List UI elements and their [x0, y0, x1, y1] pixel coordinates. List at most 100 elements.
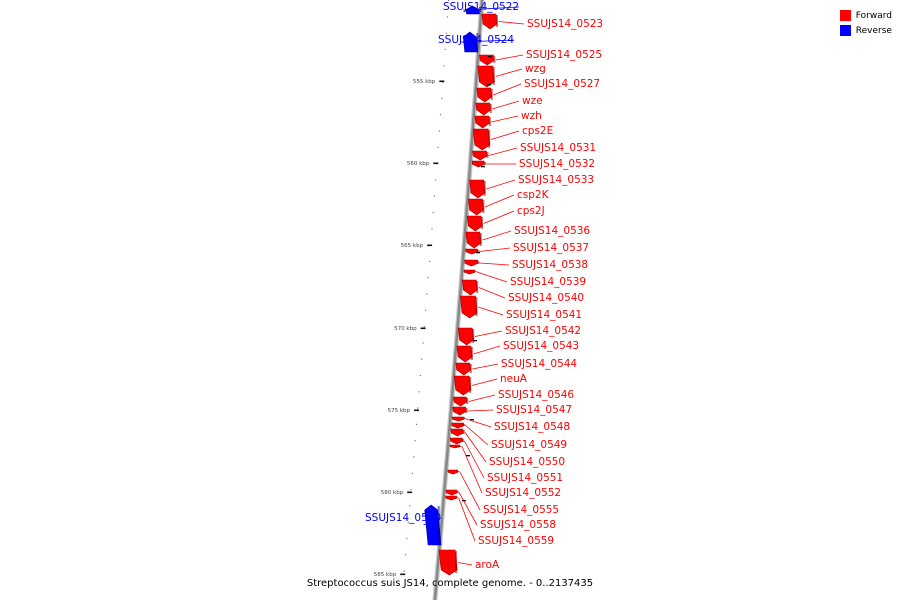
reverse-gene[interactable]: SSUJS14_0560 — [365, 504, 442, 546]
forward-gene[interactable]: SSUJS14_0543 — [456, 340, 579, 363]
gene-label[interactable]: SSUJS14_0558 — [480, 519, 556, 531]
gene-label[interactable]: SSUJS14_0544 — [501, 358, 577, 370]
forward-gene-glyph[interactable] — [445, 495, 458, 501]
forward-gene[interactable]: SSUJS14_0539 — [463, 269, 586, 288]
gene-label[interactable]: SSUJS14_0525 — [526, 49, 602, 61]
forward-gene[interactable]: wzg — [477, 63, 546, 88]
gene-label[interactable]: SSUJS14_0543 — [503, 340, 579, 352]
forward-gene-glyph[interactable] — [449, 444, 461, 449]
gene-label[interactable]: SSUJS14_0551 — [487, 472, 563, 484]
forward-gene[interactable]: SSUJS14_0555 — [447, 469, 559, 516]
forward-gene-glyph[interactable] — [453, 375, 472, 396]
forward-gene-glyph[interactable] — [466, 215, 483, 232]
gene-label[interactable]: SSUJS14_0548 — [494, 421, 570, 433]
gene-label[interactable]: SSUJS14_0549 — [491, 439, 567, 451]
reverse-gene[interactable]: SSUJS14_0524 — [438, 31, 514, 53]
forward-gene[interactable]: SSUJS14_0559 — [445, 495, 555, 547]
gene-label[interactable]: neuA — [500, 373, 528, 385]
forward-gene-glyph[interactable] — [481, 13, 498, 30]
forward-gene[interactable]: cps2J — [466, 205, 545, 232]
gene-label[interactable]: SSUJS14_0537 — [513, 242, 589, 254]
forward-gene[interactable]: cps2E — [472, 125, 553, 151]
forward-gene[interactable]: aroA — [438, 549, 500, 576]
gene-label[interactable]: SSUJS14_0532 — [519, 158, 595, 170]
gene-label[interactable]: SSUJS14_0536 — [514, 225, 590, 237]
forward-gene[interactable]: SSUJS14_0544 — [455, 358, 578, 376]
gene-label[interactable]: SSUJS14_0559 — [478, 535, 554, 547]
gene-label[interactable]: SSUJS14_0550 — [489, 456, 565, 468]
forward-gene-glyph[interactable] — [445, 489, 458, 496]
gene-label[interactable]: SSUJS14_0542 — [505, 325, 581, 337]
forward-gene[interactable]: SSUJS14_0546 — [452, 389, 574, 407]
forward-gene-glyph[interactable] — [452, 406, 467, 416]
forward-gene-glyph[interactable] — [456, 345, 473, 363]
forward-gene[interactable]: SSUJS14_0537 — [465, 242, 589, 255]
forward-gene[interactable]: SSUJS14_0523 — [481, 13, 603, 30]
gene-label[interactable]: SSUJS14_0538 — [512, 259, 588, 271]
gene-label[interactable]: wzg — [525, 63, 546, 75]
forward-gene-glyph[interactable] — [464, 259, 479, 267]
forward-gene-glyph[interactable] — [455, 362, 472, 376]
forward-gene[interactable]: SSUJS14_0549 — [451, 422, 568, 451]
forward-gene[interactable]: SSUJS14_0540 — [461, 279, 584, 304]
forward-gene-glyph[interactable] — [461, 279, 478, 296]
forward-gene[interactable]: SSUJS14_0541 — [460, 295, 582, 321]
forward-gene-glyph[interactable] — [447, 469, 459, 475]
forward-gene-glyph[interactable] — [451, 422, 465, 429]
gene-label[interactable]: aroA — [475, 559, 500, 571]
forward-gene-glyph[interactable] — [468, 198, 484, 216]
forward-gene-glyph[interactable] — [477, 65, 495, 88]
reverse-gene[interactable]: SSUJS14_0522 — [443, 1, 519, 15]
gene-label[interactable]: cps2J — [517, 205, 545, 217]
forward-gene[interactable]: SSUJS14_0547 — [452, 404, 573, 416]
forward-gene[interactable]: csp2K — [468, 189, 550, 216]
forward-gene[interactable]: SSUJS14_0548 — [451, 416, 570, 433]
forward-gene-glyph[interactable] — [479, 54, 495, 66]
gene-label[interactable]: SSUJS14_0524 — [438, 34, 514, 46]
gene-label[interactable]: SSUJS14_0523 — [527, 18, 603, 30]
forward-gene-glyph[interactable] — [476, 87, 493, 103]
forward-gene-glyph[interactable] — [452, 396, 468, 407]
gene-label[interactable]: csp2K — [517, 189, 550, 201]
forward-gene-glyph[interactable] — [469, 179, 486, 199]
forward-gene[interactable]: SSUJS14_0531 — [472, 142, 597, 161]
gene-label[interactable]: SSUJS14_0533 — [518, 174, 594, 186]
gene-label[interactable]: cps2E — [522, 125, 553, 137]
forward-gene[interactable]: wze — [475, 95, 543, 116]
forward-gene[interactable]: SSUJS14_0551 — [449, 437, 563, 484]
gene-label[interactable]: SSUJS14_0560 — [365, 512, 441, 524]
forward-gene-glyph[interactable] — [472, 150, 488, 161]
forward-gene[interactable]: SSUJS14_0550 — [450, 428, 565, 468]
gene-label[interactable]: wzh — [521, 110, 542, 122]
gene-label[interactable]: wze — [522, 95, 543, 107]
gene-label[interactable]: SSUJS14_0522 — [443, 1, 519, 13]
forward-gene[interactable]: SSUJS14_0536 — [465, 225, 591, 249]
gene-label[interactable]: SSUJS14_0547 — [496, 404, 572, 416]
gene-label[interactable]: SSUJS14_0531 — [520, 142, 596, 154]
forward-gene[interactable]: SSUJS14_0552 — [449, 444, 561, 499]
forward-gene-glyph[interactable] — [475, 102, 492, 116]
forward-gene-glyph[interactable] — [465, 248, 479, 255]
forward-gene-glyph[interactable] — [460, 295, 478, 319]
forward-gene[interactable]: SSUJS14_0525 — [479, 49, 602, 66]
forward-gene-glyph[interactable] — [457, 327, 474, 346]
gene-label[interactable]: SSUJS14_0540 — [508, 292, 584, 304]
forward-gene-glyph[interactable] — [472, 128, 491, 151]
forward-gene[interactable]: wzh — [474, 110, 542, 129]
gene-label[interactable]: SSUJS14_0546 — [498, 389, 574, 401]
reverse-gene-glyph[interactable] — [424, 504, 442, 546]
gene-label[interactable]: SSUJS14_0552 — [485, 487, 561, 499]
gene-label[interactable]: SSUJS14_0539 — [510, 276, 586, 288]
forward-gene-glyph[interactable] — [465, 231, 482, 249]
forward-gene-glyph[interactable] — [474, 115, 491, 129]
gene-label[interactable]: SSUJS14_0527 — [524, 78, 600, 90]
forward-gene[interactable]: neuA — [453, 373, 528, 396]
forward-gene-glyph[interactable] — [451, 416, 465, 422]
forward-gene[interactable]: SSUJS14_0542 — [457, 325, 581, 346]
gene-label[interactable]: SSUJS14_0555 — [483, 504, 559, 516]
forward-gene-glyph[interactable] — [463, 269, 476, 275]
forward-gene-glyph[interactable] — [449, 437, 464, 445]
forward-gene-glyph[interactable] — [438, 549, 458, 576]
forward-gene-glyph[interactable] — [471, 160, 485, 168]
forward-gene[interactable]: SSUJS14_0538 — [464, 259, 589, 271]
